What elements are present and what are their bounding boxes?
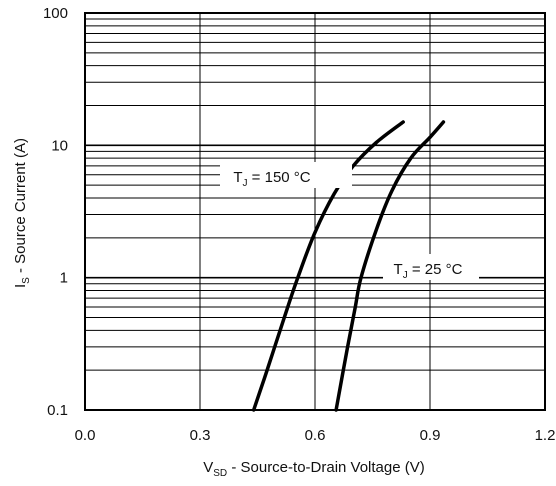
x-tick-label-4: 1.2 bbox=[535, 427, 556, 444]
x-tick-label-0: 0.0 bbox=[75, 427, 96, 444]
plot-frame bbox=[84, 12, 546, 411]
label-layer: TJ = 150 °C TJ = 25 °C bbox=[220, 162, 479, 281]
y-axis-label: IS - Source Current (A) bbox=[12, 138, 32, 288]
series-label-1: TJ = 25 °C bbox=[394, 261, 463, 281]
x-tick-label-2: 0.6 bbox=[305, 427, 326, 444]
series-layer bbox=[251, 120, 446, 412]
series-label-bg-0 bbox=[220, 162, 352, 188]
series-label-0: TJ = 150 °C bbox=[233, 169, 310, 189]
x-tick-label-3: 0.9 bbox=[420, 427, 441, 444]
y-tick-label-3: 100 bbox=[43, 5, 68, 22]
y-tick-label-2: 10 bbox=[51, 137, 68, 154]
series-line-1 bbox=[334, 120, 446, 412]
y-tick-label-0: 0.1 bbox=[47, 402, 68, 419]
series-label-bg-1 bbox=[383, 254, 479, 280]
x-tick-label-1: 0.3 bbox=[190, 427, 211, 444]
y-tick-label-1: 1 bbox=[60, 270, 68, 287]
tick-layer: 0.0 0.3 0.6 0.9 1.2 0.1 1 10 100 bbox=[43, 5, 555, 444]
series-line-0 bbox=[251, 120, 405, 412]
x-axis-label: VSD - Source-to-Drain Voltage (V) bbox=[203, 459, 425, 479]
